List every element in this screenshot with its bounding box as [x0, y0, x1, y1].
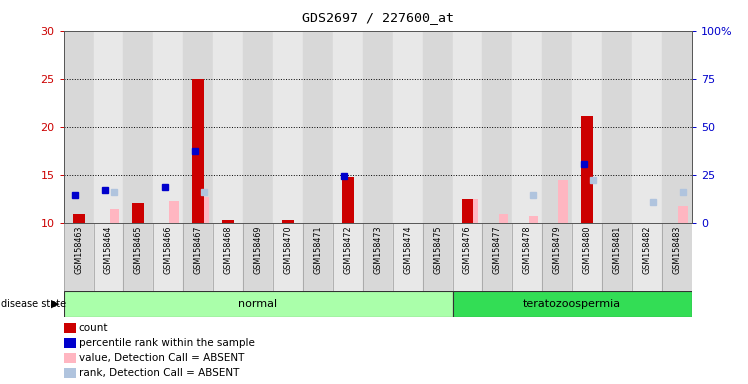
Text: GSM158471: GSM158471 — [313, 225, 322, 274]
Text: GSM158477: GSM158477 — [493, 225, 502, 274]
Bar — [243, 31, 273, 223]
Bar — [170, 201, 179, 223]
Bar — [123, 31, 153, 223]
Text: GSM158482: GSM158482 — [643, 225, 652, 274]
Bar — [572, 31, 602, 223]
Text: GSM158475: GSM158475 — [433, 225, 442, 274]
Text: GSM158473: GSM158473 — [373, 225, 382, 274]
Bar — [453, 31, 482, 223]
Bar — [123, 223, 153, 291]
Bar — [423, 223, 453, 291]
Bar — [64, 223, 94, 291]
Bar — [192, 79, 204, 223]
Bar — [482, 31, 512, 223]
Bar — [243, 223, 273, 291]
Text: percentile rank within the sample: percentile rank within the sample — [79, 338, 254, 348]
Bar — [678, 206, 687, 223]
Bar — [273, 31, 303, 223]
Bar — [542, 223, 572, 291]
Text: normal: normal — [239, 299, 278, 309]
Bar — [303, 31, 333, 223]
Text: GSM158468: GSM158468 — [224, 225, 233, 274]
Bar — [282, 220, 294, 223]
Text: GSM158483: GSM158483 — [672, 225, 681, 274]
Text: disease state: disease state — [1, 299, 67, 309]
Bar — [333, 31, 363, 223]
Bar — [512, 223, 542, 291]
Bar — [632, 223, 662, 291]
Text: GSM158480: GSM158480 — [583, 225, 592, 274]
Bar — [94, 223, 123, 291]
Bar — [222, 220, 234, 223]
Bar — [153, 31, 183, 223]
Text: GSM158478: GSM158478 — [523, 225, 532, 274]
Bar — [469, 199, 478, 223]
Bar — [499, 214, 508, 223]
Bar — [363, 223, 393, 291]
Bar — [213, 223, 243, 291]
Bar — [529, 216, 538, 223]
Bar — [153, 223, 183, 291]
Bar — [662, 31, 692, 223]
Bar — [363, 31, 393, 223]
Text: value, Detection Call = ABSENT: value, Detection Call = ABSENT — [79, 353, 244, 363]
Bar — [64, 291, 453, 317]
Bar — [662, 223, 692, 291]
Bar — [73, 214, 85, 223]
Text: GSM158470: GSM158470 — [283, 225, 292, 274]
Text: GSM158469: GSM158469 — [254, 225, 263, 274]
Text: GSM158465: GSM158465 — [134, 225, 143, 274]
Bar — [132, 203, 144, 223]
Bar — [393, 223, 423, 291]
Bar — [482, 223, 512, 291]
Bar — [94, 31, 123, 223]
Bar — [572, 223, 602, 291]
Bar — [200, 197, 209, 223]
Text: GSM158463: GSM158463 — [74, 225, 83, 274]
Bar — [342, 177, 354, 223]
Bar — [512, 31, 542, 223]
Bar — [183, 223, 213, 291]
Text: count: count — [79, 323, 108, 333]
Bar — [542, 31, 572, 223]
Bar — [462, 199, 473, 223]
Text: GSM158472: GSM158472 — [343, 225, 352, 274]
Text: GSM158466: GSM158466 — [164, 225, 173, 274]
Text: ▶: ▶ — [51, 299, 60, 309]
Bar — [64, 31, 94, 223]
Bar — [423, 31, 453, 223]
Text: GSM158476: GSM158476 — [463, 225, 472, 274]
Text: rank, Detection Call = ABSENT: rank, Detection Call = ABSENT — [79, 368, 239, 378]
Bar — [453, 223, 482, 291]
Text: GSM158467: GSM158467 — [194, 225, 203, 274]
Text: GSM158481: GSM158481 — [613, 225, 622, 274]
Bar — [110, 209, 119, 223]
Text: GDS2697 / 227600_at: GDS2697 / 227600_at — [301, 12, 454, 25]
Text: GSM158479: GSM158479 — [553, 225, 562, 274]
Text: GSM158474: GSM158474 — [403, 225, 412, 274]
Bar — [333, 223, 363, 291]
Bar — [602, 223, 632, 291]
Bar — [602, 31, 632, 223]
Bar — [393, 31, 423, 223]
Bar — [213, 31, 243, 223]
Bar — [183, 31, 213, 223]
Bar — [632, 31, 662, 223]
Bar — [303, 223, 333, 291]
Bar — [273, 223, 303, 291]
Bar — [581, 116, 593, 223]
Bar — [559, 180, 568, 223]
Text: teratozoospermia: teratozoospermia — [523, 299, 622, 309]
Text: GSM158464: GSM158464 — [104, 225, 113, 274]
Bar — [453, 291, 692, 317]
